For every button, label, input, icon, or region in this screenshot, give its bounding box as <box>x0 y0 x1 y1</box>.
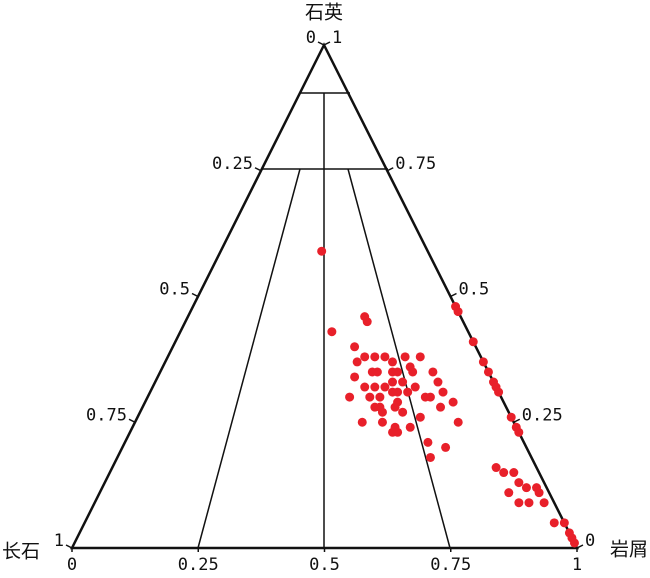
bottom-tick-label: 1 <box>572 555 582 574</box>
data-point <box>350 342 360 352</box>
tick-mark <box>576 544 584 549</box>
data-point <box>504 488 514 498</box>
data-point <box>372 367 382 377</box>
data-point <box>345 392 355 402</box>
data-point <box>352 357 362 367</box>
data-point <box>403 387 413 397</box>
right-tick-label: 0 <box>585 531 595 551</box>
tick-mark <box>191 292 199 298</box>
data-point <box>514 478 524 488</box>
data-point <box>521 483 531 493</box>
field-line <box>197 168 301 549</box>
data-point <box>436 402 446 412</box>
field-line <box>347 168 451 549</box>
data-point <box>365 392 375 402</box>
data-point <box>375 392 385 402</box>
tick-mark <box>254 167 262 172</box>
data-point <box>453 417 463 427</box>
data-point <box>400 352 410 362</box>
data-point <box>433 377 443 387</box>
tick-mark <box>513 418 521 423</box>
left-tick-label: 0 <box>306 28 316 48</box>
data-point <box>350 372 360 382</box>
tick-mark <box>128 418 136 423</box>
data-point <box>478 357 488 367</box>
data-point <box>393 367 403 377</box>
left-tick-label: 0.75 <box>86 405 127 425</box>
data-point <box>375 402 385 412</box>
right-tick-label: 0.75 <box>395 154 436 174</box>
data-point <box>441 442 451 452</box>
data-point <box>380 382 390 392</box>
data-point <box>370 382 380 392</box>
left-label: 长石 <box>2 541 40 563</box>
data-point <box>415 412 425 422</box>
data-point <box>524 498 534 508</box>
data-point <box>453 307 463 317</box>
data-point <box>380 352 390 362</box>
data-point <box>327 327 337 337</box>
data-point <box>483 367 493 377</box>
data-point <box>491 463 501 473</box>
bottom-tick-label: 0.25 <box>178 555 219 574</box>
data-point <box>360 352 370 362</box>
tick-mark <box>317 41 325 46</box>
data-point <box>499 468 509 478</box>
data-point <box>387 357 397 367</box>
data-point <box>362 317 372 327</box>
data-point <box>559 518 569 528</box>
data-point <box>370 352 380 362</box>
data-point <box>549 518 559 528</box>
left-tick-label: 0.25 <box>212 154 253 174</box>
left-tick-label: 1 <box>54 531 64 551</box>
right-tick-label: 0.25 <box>522 405 563 425</box>
data-point <box>393 397 403 407</box>
data-point <box>425 452 435 462</box>
data-point <box>398 377 408 387</box>
top-label: 石英 <box>305 2 343 24</box>
data-point <box>539 498 549 508</box>
data-point <box>410 382 420 392</box>
right-tick-label: 1 <box>332 28 342 48</box>
data-point <box>438 387 448 397</box>
data-point <box>420 392 430 402</box>
data-point <box>388 377 398 387</box>
data-point <box>494 387 504 397</box>
data-point <box>468 337 478 347</box>
data-point <box>509 468 519 478</box>
data-point <box>357 417 367 427</box>
data-point <box>514 498 524 508</box>
data-point <box>415 352 425 362</box>
data-point <box>448 397 458 407</box>
data-point <box>405 422 415 432</box>
data-point <box>360 382 370 392</box>
right-label: 岩屑 <box>610 539 648 561</box>
data-point <box>514 427 524 437</box>
bottom-tick-label: 0.75 <box>430 555 471 574</box>
data-point <box>317 246 327 256</box>
tick-mark <box>323 41 331 46</box>
bottom-tick-label: 0 <box>67 555 77 574</box>
left-tick-label: 0.5 <box>159 280 190 300</box>
tick-mark <box>386 167 394 172</box>
data-point <box>506 412 516 422</box>
data-point <box>393 387 403 397</box>
tick-mark <box>450 292 457 298</box>
data-point <box>569 538 579 548</box>
data-point <box>428 367 438 377</box>
tick-mark <box>65 544 73 549</box>
bottom-tick-label: 0.5 <box>309 555 340 574</box>
data-point <box>534 488 544 498</box>
right-tick-label: 0.5 <box>459 280 490 300</box>
data-point <box>408 367 418 377</box>
data-point <box>377 417 387 427</box>
data-point <box>423 437 433 447</box>
data-point <box>388 427 398 437</box>
data-point <box>398 407 408 417</box>
